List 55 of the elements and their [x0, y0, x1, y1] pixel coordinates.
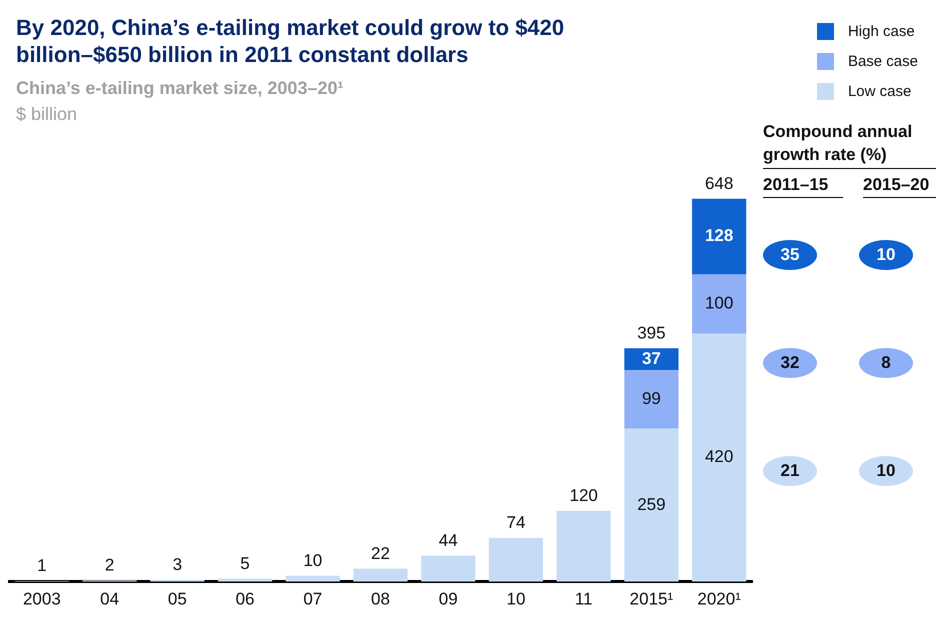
bar: [692, 274, 746, 334]
bar: [692, 333, 746, 582]
x-tick-label: 2015¹: [630, 589, 674, 608]
bar: [692, 198, 746, 274]
data-label: 22: [371, 544, 390, 563]
chart-title: Compound annual growth rate (%): [763, 120, 936, 169]
x-tick-label: 2011–15: [763, 175, 843, 198]
bar: [488, 538, 544, 582]
y-axis-title: $ billion: [16, 104, 78, 125]
data-label: 21: [763, 456, 817, 486]
x-tick-label: 04: [100, 589, 120, 608]
x-tick-label: 2003: [22, 589, 61, 608]
x-tick-label: 05: [168, 589, 187, 608]
legend-label: Low case: [848, 82, 912, 100]
data-label: 74: [506, 513, 526, 532]
data-label: 259: [637, 494, 666, 514]
data-label: 8: [859, 348, 913, 378]
total-label: 648: [704, 174, 734, 193]
data-label: 420: [704, 447, 734, 466]
data-label: 37: [642, 348, 661, 368]
data-label: 5: [240, 554, 250, 573]
x-tick-label: 06: [236, 589, 255, 608]
data-label: 128: [704, 226, 734, 246]
x-tick-label: 11: [574, 589, 593, 608]
data-label: 10: [859, 456, 913, 486]
x-tick-label: 07: [303, 589, 322, 608]
bar: [624, 428, 678, 582]
data-label: 44: [438, 530, 458, 550]
data-label: 32: [763, 348, 817, 378]
data-label: 3: [172, 555, 182, 574]
data-label: 2: [104, 556, 114, 575]
x-tick-label: 08: [371, 589, 390, 608]
chart-title: By 2020, China’s e-tailing market could grow to $420 billion–$650 billion in 2011 constant dollars: [16, 14, 566, 68]
data-label: 10: [859, 240, 913, 270]
bar: [624, 370, 678, 429]
x-tick-label: 2020¹: [697, 589, 742, 608]
data-label: 1: [37, 556, 47, 576]
x-tick-label: 10: [506, 589, 526, 608]
x-tick-label: 09: [438, 589, 458, 608]
bar: [218, 578, 272, 582]
bar: [624, 348, 678, 370]
total-label: 395: [637, 323, 666, 342]
data-label: 100: [704, 294, 734, 313]
chart-subtitle: China’s e-tailing market size, 2003–20¹: [16, 78, 344, 99]
bar: [421, 556, 476, 582]
data-label: 35: [763, 240, 817, 270]
bar: [556, 510, 611, 582]
bar: [286, 576, 340, 582]
legend-label: Base case: [848, 52, 918, 70]
legend-label: High case: [848, 22, 915, 40]
bar: [353, 568, 408, 582]
data-label: 10: [303, 550, 322, 570]
data-label: 99: [642, 389, 661, 408]
data-label: 120: [569, 486, 598, 505]
x-tick-label: 2015–20: [863, 175, 936, 198]
